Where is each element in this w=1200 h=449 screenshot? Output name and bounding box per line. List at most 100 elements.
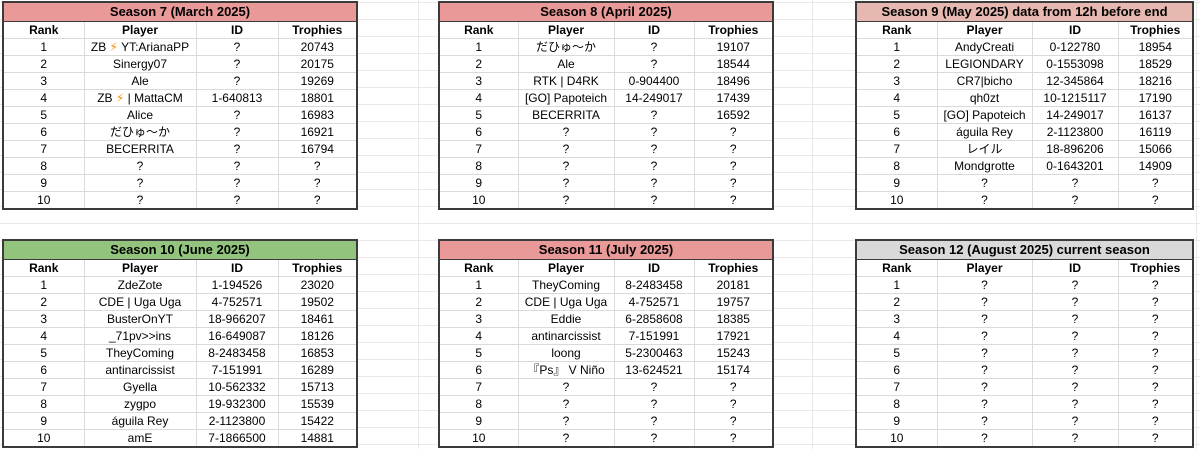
cell-rank[interactable]: 3 — [440, 72, 518, 90]
cell-trophies[interactable]: 19502 — [277, 293, 356, 311]
cell-id[interactable]: 8-2483458 — [195, 344, 278, 362]
cell-id[interactable]: 2-1123800 — [1031, 123, 1118, 141]
cell-id[interactable]: 19-932300 — [195, 395, 278, 413]
cell-id[interactable]: ? — [1031, 276, 1118, 294]
col-header-trophies[interactable]: Trophies — [1117, 260, 1192, 277]
cell-player[interactable]: ZB ⚡ YT:ArianaPP — [83, 38, 196, 56]
col-header-trophies[interactable]: Trophies — [277, 22, 356, 39]
cell-id[interactable]: ? — [613, 140, 694, 158]
cell-rank[interactable]: 2 — [440, 293, 518, 311]
cell-rank[interactable]: 4 — [857, 89, 937, 107]
cell-rank[interactable]: 9 — [4, 412, 84, 430]
cell-player[interactable]: LEGIONDARY — [936, 55, 1032, 73]
cell-id[interactable]: ? — [195, 106, 278, 124]
cell-trophies[interactable]: ? — [1117, 276, 1192, 294]
col-header-rank[interactable]: Rank — [29, 23, 59, 37]
cell-rank[interactable]: 7 — [857, 378, 937, 396]
col-header-player[interactable]: Player — [517, 22, 614, 39]
cell-rank[interactable]: 6 — [857, 123, 937, 141]
cell-id[interactable]: ? — [613, 157, 694, 175]
cell-rank[interactable]: 6 — [4, 123, 84, 141]
cell-rank[interactable]: 1 — [440, 276, 518, 294]
cell-trophies[interactable]: 20175 — [277, 55, 356, 73]
cell-player[interactable]: 『Ps』 V Niño — [517, 361, 614, 379]
cell-trophies[interactable]: 18461 — [277, 310, 356, 328]
cell-rank[interactable]: 4 — [440, 89, 518, 107]
cell-player[interactable]: Ale — [517, 55, 614, 73]
cell-player[interactable]: ? — [83, 174, 196, 192]
cell-trophies[interactable]: ? — [693, 123, 772, 141]
col-header-rank[interactable]: Rank — [29, 261, 59, 275]
cell-rank[interactable]: 10 — [857, 429, 937, 446]
cell-rank[interactable]: 8 — [440, 157, 518, 175]
cell-id[interactable]: 10-1215117 — [1031, 89, 1118, 107]
cell-rank[interactable]: 10 — [440, 429, 518, 446]
cell-trophies[interactable]: ? — [1117, 327, 1192, 345]
cell-id[interactable]: ? — [195, 55, 278, 73]
cell-player[interactable]: ? — [936, 395, 1032, 413]
cell-id[interactable]: 8-2483458 — [613, 276, 694, 294]
col-header-rank[interactable]: Rank — [464, 23, 494, 37]
cell-player[interactable]: Alice — [83, 106, 196, 124]
cell-trophies[interactable]: ? — [693, 395, 772, 413]
cell-id[interactable]: ? — [613, 429, 694, 446]
cell-trophies[interactable]: 16921 — [277, 123, 356, 141]
cell-player[interactable]: CDE | Uga Uga — [517, 293, 614, 311]
cell-player[interactable]: [GO] Papoteich — [936, 106, 1032, 124]
table-title[interactable]: Season 12 (August 2025) current season — [857, 241, 1192, 260]
cell-trophies[interactable]: ? — [1117, 412, 1192, 430]
cell-rank[interactable]: 1 — [440, 38, 518, 56]
col-header-player[interactable]: Player — [83, 260, 196, 277]
cell-id[interactable]: 1-194526 — [195, 276, 278, 294]
cell-trophies[interactable]: ? — [693, 157, 772, 175]
cell-id[interactable]: 18-896206 — [1031, 140, 1118, 158]
cell-rank[interactable]: 5 — [857, 106, 937, 124]
cell-trophies[interactable]: 15422 — [277, 412, 356, 430]
cell-id[interactable]: 4-752571 — [195, 293, 278, 311]
cell-player[interactable]: ? — [936, 310, 1032, 328]
cell-trophies[interactable]: ? — [1117, 310, 1192, 328]
cell-player[interactable]: ? — [83, 157, 196, 175]
col-header-player[interactable]: Player — [517, 260, 614, 277]
cell-rank[interactable]: 3 — [857, 310, 937, 328]
col-header-id[interactable]: ID — [613, 22, 694, 39]
cell-id[interactable]: 5-2300463 — [613, 344, 694, 362]
cell-player[interactable]: antinarcissist — [83, 361, 196, 379]
cell-player[interactable]: ? — [936, 378, 1032, 396]
cell-player[interactable]: RTK | D4RK — [517, 72, 614, 90]
cell-id[interactable]: ? — [613, 123, 694, 141]
cell-trophies[interactable]: 15243 — [693, 344, 772, 362]
cell-player[interactable]: zygpo — [83, 395, 196, 413]
cell-player[interactable]: BusterOnYT — [83, 310, 196, 328]
cell-player[interactable]: qh0zt — [936, 89, 1032, 107]
cell-id[interactable]: ? — [1031, 412, 1118, 430]
cell-trophies[interactable]: 16983 — [277, 106, 356, 124]
cell-player[interactable]: ? — [517, 157, 614, 175]
cell-id[interactable]: 14-249017 — [613, 89, 694, 107]
cell-trophies[interactable]: 18529 — [1117, 55, 1192, 73]
cell-rank[interactable]: 2 — [4, 293, 84, 311]
cell-rank[interactable]: 1 — [4, 38, 84, 56]
cell-id[interactable]: 7-151991 — [195, 361, 278, 379]
cell-player[interactable]: ? — [517, 395, 614, 413]
cell-id[interactable]: 1-640813 — [195, 89, 278, 107]
cell-id[interactable]: ? — [613, 106, 694, 124]
cell-id[interactable]: 7-151991 — [613, 327, 694, 345]
col-header-trophies[interactable]: Trophies — [277, 260, 356, 277]
cell-player[interactable]: Ale — [83, 72, 196, 90]
cell-player[interactable]: ZB ⚡ | MattaCM — [83, 89, 196, 107]
cell-id[interactable]: 7-1866500 — [195, 429, 278, 446]
cell-player[interactable]: ZdeZote — [83, 276, 196, 294]
cell-trophies[interactable]: 20181 — [693, 276, 772, 294]
cell-player[interactable]: ? — [517, 429, 614, 446]
cell-trophies[interactable]: 18216 — [1117, 72, 1192, 90]
cell-rank[interactable]: 2 — [857, 55, 937, 73]
cell-player[interactable]: レイル — [936, 140, 1032, 158]
cell-rank[interactable]: 2 — [440, 55, 518, 73]
col-header-trophies[interactable]: Trophies — [693, 260, 772, 277]
table-title[interactable]: Season 10 (June 2025) — [4, 241, 356, 260]
cell-id[interactable]: ? — [1031, 361, 1118, 379]
cell-id[interactable]: 0-122780 — [1031, 38, 1118, 56]
cell-rank[interactable]: 5 — [857, 344, 937, 362]
cell-player[interactable]: ? — [936, 412, 1032, 430]
